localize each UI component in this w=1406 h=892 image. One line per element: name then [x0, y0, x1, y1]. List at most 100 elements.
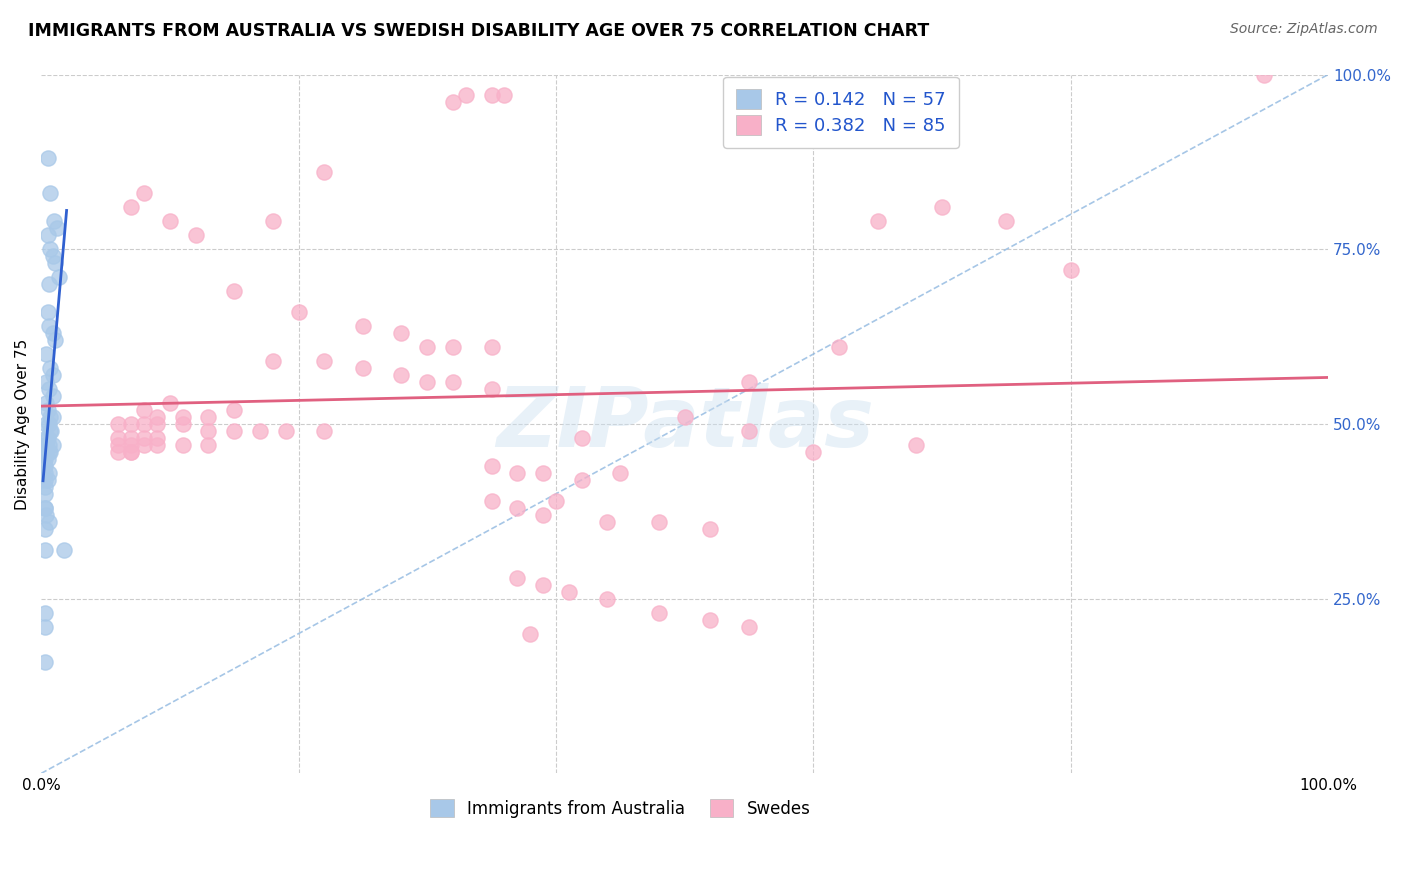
Point	[38, 382, 60, 396]
Point	[41, 368, 63, 382]
Point	[38, 417, 60, 431]
Point	[35, 438, 58, 452]
Point	[120, 445, 142, 459]
Text: Source: ZipAtlas.com: Source: ZipAtlas.com	[1230, 22, 1378, 37]
Point	[34, 451, 56, 466]
Point	[37, 473, 59, 487]
Point	[314, 424, 336, 438]
Point	[596, 515, 619, 529]
Point	[571, 473, 593, 487]
Point	[287, 305, 309, 319]
Point	[738, 424, 761, 438]
Point	[441, 340, 464, 354]
Point	[39, 242, 62, 256]
Point	[544, 493, 567, 508]
Point	[37, 431, 59, 445]
Point	[159, 214, 181, 228]
Point	[274, 424, 297, 438]
Point	[38, 438, 60, 452]
Point	[39, 424, 62, 438]
Point	[391, 368, 413, 382]
Point	[441, 375, 464, 389]
Point	[648, 606, 671, 620]
Point	[35, 347, 58, 361]
Point	[352, 361, 374, 376]
Point	[34, 458, 56, 473]
Point	[262, 214, 284, 228]
Point	[314, 165, 336, 179]
Point	[673, 409, 696, 424]
Point	[146, 438, 169, 452]
Point	[146, 417, 169, 431]
Point	[38, 445, 60, 459]
Point	[39, 445, 62, 459]
Point	[995, 214, 1018, 228]
Point	[35, 417, 58, 431]
Point	[132, 186, 155, 201]
Point	[41, 409, 63, 424]
Point	[41, 438, 63, 452]
Point	[481, 382, 503, 396]
Point	[905, 438, 928, 452]
Point	[699, 522, 721, 536]
Point	[481, 88, 503, 103]
Point	[37, 305, 59, 319]
Point	[34, 522, 56, 536]
Point	[41, 326, 63, 340]
Point	[34, 606, 56, 620]
Point	[132, 403, 155, 417]
Point	[34, 500, 56, 515]
Point	[314, 354, 336, 368]
Point	[35, 438, 58, 452]
Point	[38, 277, 60, 292]
Point	[828, 340, 851, 354]
Point	[44, 256, 66, 270]
Point	[107, 445, 129, 459]
Point	[531, 508, 554, 522]
Point	[531, 466, 554, 480]
Point	[506, 466, 529, 480]
Y-axis label: Disability Age Over 75: Disability Age Over 75	[15, 338, 30, 509]
Point	[224, 424, 246, 438]
Point	[42, 214, 65, 228]
Point	[37, 403, 59, 417]
Point	[352, 319, 374, 334]
Point	[107, 431, 129, 445]
Point	[132, 417, 155, 431]
Point	[120, 438, 142, 452]
Point	[34, 473, 56, 487]
Point	[44, 333, 66, 347]
Point	[48, 270, 70, 285]
Point	[38, 319, 60, 334]
Point	[35, 445, 58, 459]
Point	[35, 508, 58, 522]
Point	[41, 424, 63, 438]
Point	[34, 480, 56, 494]
Point	[34, 466, 56, 480]
Point	[416, 340, 439, 354]
Point	[738, 620, 761, 634]
Point	[34, 620, 56, 634]
Point	[172, 438, 194, 452]
Point	[34, 487, 56, 501]
Point	[224, 403, 246, 417]
Point	[558, 584, 581, 599]
Point	[596, 591, 619, 606]
Point	[41, 389, 63, 403]
Point	[172, 417, 194, 431]
Point	[53, 542, 76, 557]
Point	[1060, 263, 1083, 277]
Point	[37, 228, 59, 243]
Point	[416, 375, 439, 389]
Point	[391, 326, 413, 340]
Point	[34, 655, 56, 669]
Point	[34, 500, 56, 515]
Point	[35, 431, 58, 445]
Point	[35, 445, 58, 459]
Point	[146, 431, 169, 445]
Point	[481, 340, 503, 354]
Point	[146, 409, 169, 424]
Point	[197, 424, 219, 438]
Point	[120, 445, 142, 459]
Point	[37, 152, 59, 166]
